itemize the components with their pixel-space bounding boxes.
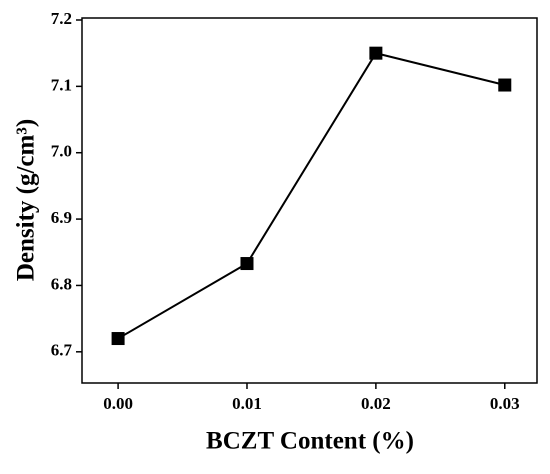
x-tick-label: 0.03 bbox=[490, 394, 520, 413]
data-point bbox=[369, 46, 383, 60]
y-tick-label: 6.7 bbox=[51, 341, 73, 360]
data-point bbox=[240, 257, 254, 271]
x-axis-label: BCZT Content (%) bbox=[206, 428, 414, 455]
y-tick-label: 7.0 bbox=[51, 142, 72, 161]
data-point bbox=[498, 78, 512, 92]
x-tick-label: 0.00 bbox=[103, 394, 133, 413]
y-tick-label: 6.9 bbox=[51, 208, 72, 227]
data-point bbox=[111, 332, 125, 346]
plot-frame bbox=[81, 17, 538, 384]
x-tick-label: 0.01 bbox=[232, 394, 262, 413]
y-tick-label: 6.8 bbox=[51, 274, 72, 293]
y-axis-label: Density (g/cm³) bbox=[13, 119, 40, 281]
y-tick-label: 7.2 bbox=[51, 9, 72, 28]
x-tick-label: 0.02 bbox=[361, 394, 391, 413]
data-line bbox=[117, 52, 506, 340]
y-tick-label: 7.1 bbox=[51, 75, 72, 94]
